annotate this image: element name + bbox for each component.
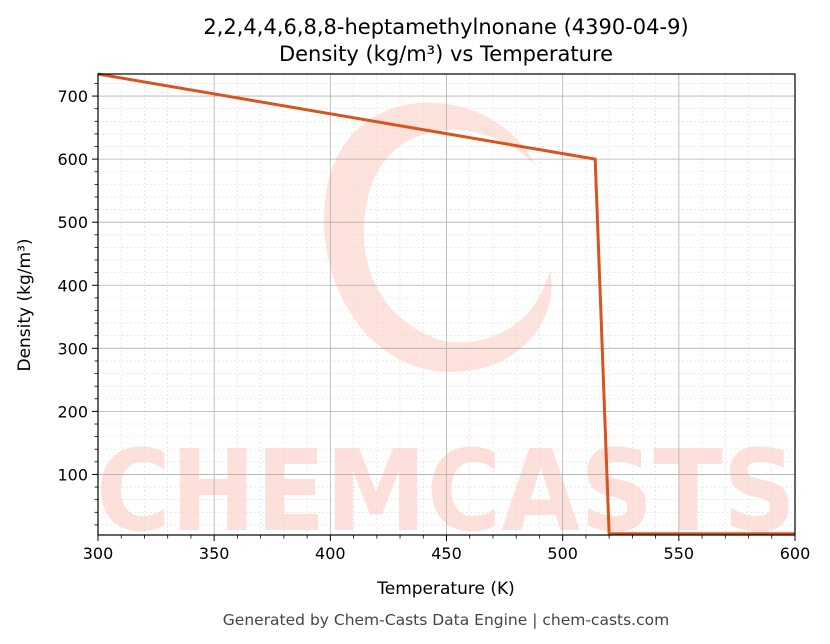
density-series-line [97, 72, 795, 536]
footer-credit: Generated by Chem-Casts Data Engine | ch… [223, 611, 669, 629]
y-tick-label: 700 [57, 87, 88, 106]
y-tick-label: 400 [57, 276, 88, 295]
x-tick-label: 300 [83, 544, 114, 563]
y-tick-label: 600 [57, 150, 88, 169]
series-layer [97, 72, 795, 536]
x-tick-label: 400 [315, 544, 346, 563]
major-grid [98, 74, 795, 535]
chart-title: 2,2,4,4,6,8,8-heptamethylnonane (4390-04… [203, 15, 688, 39]
watermark: CHEMCASTS [96, 102, 796, 557]
chart-subtitle: Density (kg/m³) vs Temperature [279, 42, 613, 66]
y-axis: 100 200 300 400 500 600 700 [57, 83, 98, 526]
y-axis-label: Density (kg/m³) [15, 238, 35, 371]
x-tick-label: 350 [199, 544, 230, 563]
y-tick-label: 500 [57, 213, 88, 232]
y-tick-label: 200 [57, 402, 88, 421]
x-tick-label: 600 [780, 544, 811, 563]
watermark-logo-icon [323, 102, 552, 373]
y-tick-label: 300 [57, 339, 88, 358]
x-tick-label: 550 [664, 544, 695, 563]
x-axis: 300 350 400 450 500 550 600 [83, 535, 811, 563]
x-tick-label: 450 [431, 544, 462, 563]
x-axis-label: Temperature (K) [376, 579, 515, 599]
y-tick-label: 100 [57, 465, 88, 484]
x-tick-label: 500 [547, 544, 578, 563]
